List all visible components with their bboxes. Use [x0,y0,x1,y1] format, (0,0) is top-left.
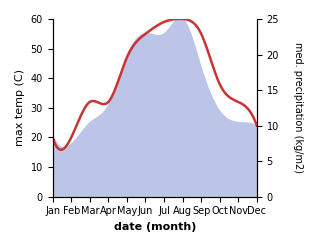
Y-axis label: med. precipitation (kg/m2): med. precipitation (kg/m2) [293,42,303,173]
Y-axis label: max temp (C): max temp (C) [15,69,25,146]
X-axis label: date (month): date (month) [114,222,196,232]
